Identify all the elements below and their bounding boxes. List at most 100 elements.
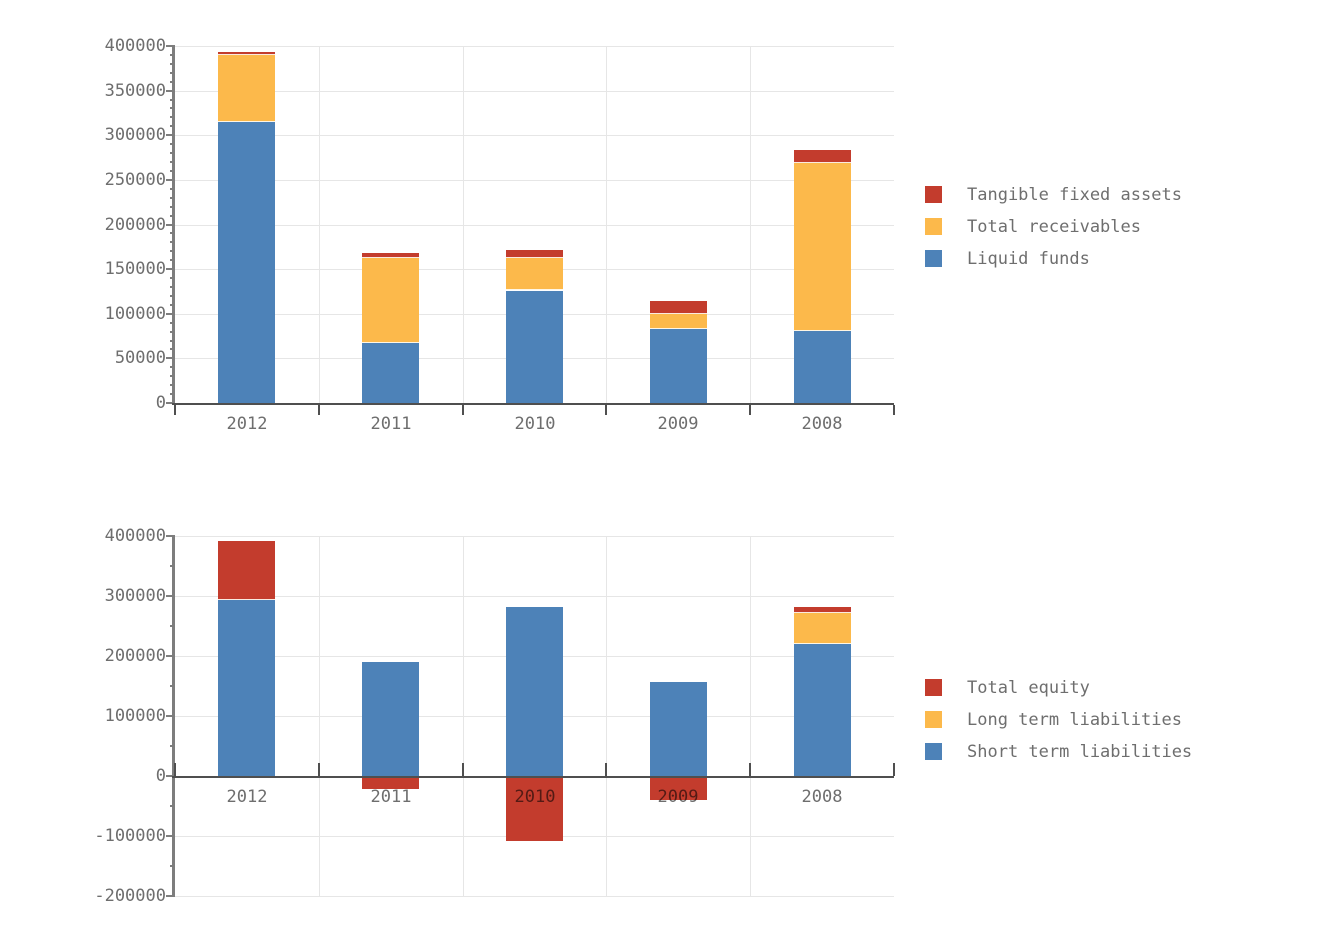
y-major-tick [166, 655, 175, 657]
y-axis-tick-label: 150000 [104, 259, 166, 279]
x-axis-category-label: 2009 [657, 787, 699, 807]
x-gridline [463, 536, 464, 896]
x-gridline [606, 46, 607, 403]
legend-row: Short term liabilities [925, 742, 1225, 762]
x-boundary-tick [893, 405, 895, 415]
x-boundary-tick [605, 763, 607, 776]
bar-segment-blue-2011 [362, 343, 419, 403]
x-boundary-tick [749, 405, 751, 415]
x-gridline [463, 46, 464, 403]
y-axis-tick-label: 300000 [104, 586, 166, 606]
x-boundary-tick [174, 405, 176, 415]
legend-label: Tangible fixed assets [967, 185, 1182, 205]
y-axis-tick-label: 200000 [104, 215, 166, 235]
bar-segment-blue-2009 [650, 328, 707, 403]
legend-row: Liquid funds [925, 249, 1225, 269]
bar-segment-red-2009 [650, 301, 707, 314]
x-axis-category-label: 2010 [514, 414, 556, 434]
legend-label: Long term liabilities [967, 710, 1182, 730]
legend-swatch-orange [925, 711, 942, 728]
legend-row: Tangible fixed assets [925, 185, 1225, 205]
x-axis-category-label: 2009 [657, 414, 699, 434]
x-axis-category-label: 2012 [226, 787, 268, 807]
y-major-tick [166, 895, 175, 897]
y-axis-tick-label: 200000 [104, 646, 166, 666]
legend-label: Liquid funds [967, 249, 1090, 269]
y-axis-tick-label: -100000 [94, 826, 166, 846]
legend-label: Total equity [967, 678, 1090, 698]
y-major-tick [166, 224, 175, 226]
x-axis-category-label: 2010 [514, 787, 556, 807]
y-major-tick [166, 595, 175, 597]
x-axis-category-label: 2011 [370, 414, 412, 434]
x-boundary-tick [318, 763, 320, 776]
x-gridline [606, 536, 607, 896]
chart-legend: Total equity Long term liabilities Short t… [925, 679, 1225, 775]
y-gridline [175, 536, 894, 537]
y-major-tick [166, 45, 175, 47]
y-major-tick [166, 357, 175, 359]
bar-segment-orange-2009 [650, 313, 707, 329]
legend-swatch-blue [925, 250, 942, 267]
x-axis-spine [172, 403, 894, 405]
bar-segment-red-2011 [362, 253, 419, 258]
bar-segment-blue-2011 [362, 662, 419, 776]
y-axis-tick-label: 100000 [104, 706, 166, 726]
bar-segment-red-2012 [218, 541, 275, 601]
y-major-tick [166, 535, 175, 537]
y-gridline [175, 46, 894, 47]
x-gridline [750, 536, 751, 896]
legend-swatch-red [925, 186, 942, 203]
y-axis-spine [172, 46, 175, 403]
legend-row: Total receivables [925, 218, 1225, 236]
legend-swatch-blue [925, 743, 942, 760]
x-boundary-tick [605, 405, 607, 415]
bar-segment-blue-2010 [506, 290, 563, 403]
y-axis-tick-label: 400000 [104, 526, 166, 546]
y-gridline [175, 91, 894, 92]
bar-segment-red-2012 [218, 52, 275, 55]
legend-swatch-red [925, 679, 942, 696]
x-axis-category-label: 2008 [801, 787, 843, 807]
bar-segment-orange-2011 [362, 257, 419, 344]
x-gridline [750, 46, 751, 403]
y-axis-tick-label: 350000 [104, 81, 166, 101]
y-major-tick [166, 268, 175, 270]
bar-segment-red-2010 [506, 776, 563, 841]
bar-segment-orange-2008 [794, 613, 851, 644]
x-gridline [319, 46, 320, 403]
bar-segment-orange-2008 [794, 162, 851, 331]
y-axis-spine [172, 536, 175, 896]
y-major-tick [166, 775, 175, 777]
legend-row: Total equity [925, 678, 1225, 698]
bar-segment-red-2008 [794, 150, 851, 163]
x-axis-category-label: 2011 [370, 787, 412, 807]
bar-segment-blue-2010 [506, 606, 563, 776]
x-boundary-tick [174, 763, 176, 776]
bar-segment-blue-2012 [218, 600, 275, 776]
y-major-tick [166, 134, 175, 136]
legend-label: Short term liabilities [967, 742, 1193, 762]
x-axis-category-label: 2012 [226, 414, 268, 434]
y-gridline [175, 135, 894, 136]
bar-segment-blue-2008 [794, 330, 851, 403]
bar-segment-red-2010 [506, 250, 563, 259]
y-axis-tick-label: 300000 [104, 125, 166, 145]
chart-legend: Tangible fixed assets Total receivables Li… [925, 186, 1225, 282]
x-gridline [319, 536, 320, 896]
y-major-tick [166, 835, 175, 837]
bar-segment-orange-2012 [218, 54, 275, 122]
x-boundary-tick [893, 763, 895, 776]
x-boundary-tick [462, 763, 464, 776]
y-axis-tick-label: 100000 [104, 304, 166, 324]
legend-swatch-orange [925, 218, 942, 235]
y-gridline [175, 225, 894, 226]
legend-row: Long term liabilities [925, 710, 1225, 730]
y-gridline [175, 896, 894, 897]
y-axis-tick-label: -200000 [94, 886, 166, 906]
x-boundary-tick [318, 405, 320, 415]
y-axis-tick-label: 400000 [104, 36, 166, 56]
bar-segment-blue-2012 [218, 121, 275, 403]
